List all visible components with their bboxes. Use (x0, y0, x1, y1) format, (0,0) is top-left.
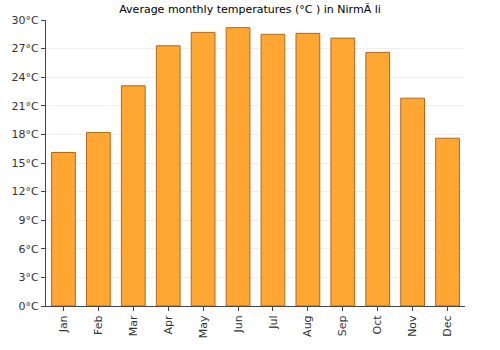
svg-text:24°C: 24°C (12, 71, 39, 84)
svg-text:Nov: Nov (406, 315, 419, 337)
svg-text:30°C: 30°C (12, 14, 39, 27)
svg-text:3°C: 3°C (19, 271, 39, 284)
svg-text:Average monthly temperatures (: Average monthly temperatures (°C ) in Ni… (119, 3, 381, 16)
svg-text:12°C: 12°C (12, 185, 39, 198)
svg-text:21°C: 21°C (12, 100, 39, 113)
svg-text:Jul: Jul (267, 315, 280, 329)
svg-text:Oct: Oct (371, 315, 384, 335)
svg-text:Sep: Sep (336, 315, 349, 336)
svg-text:Mar: Mar (127, 315, 140, 336)
svg-text:9°C: 9°C (19, 214, 39, 227)
svg-text:Feb: Feb (92, 315, 105, 334)
svg-text:6°C: 6°C (19, 243, 39, 256)
svg-text:Apr: Apr (162, 315, 175, 335)
svg-text:May: May (197, 315, 210, 338)
svg-text:Jan: Jan (57, 315, 70, 333)
svg-text:Aug: Aug (301, 315, 314, 336)
svg-text:18°C: 18°C (12, 128, 39, 141)
svg-text:27°C: 27°C (12, 42, 39, 55)
svg-text:0°C: 0°C (19, 300, 39, 313)
svg-text:Jun: Jun (232, 315, 245, 333)
svg-text:Dec: Dec (441, 315, 454, 336)
svg-text:15°C: 15°C (12, 157, 39, 170)
